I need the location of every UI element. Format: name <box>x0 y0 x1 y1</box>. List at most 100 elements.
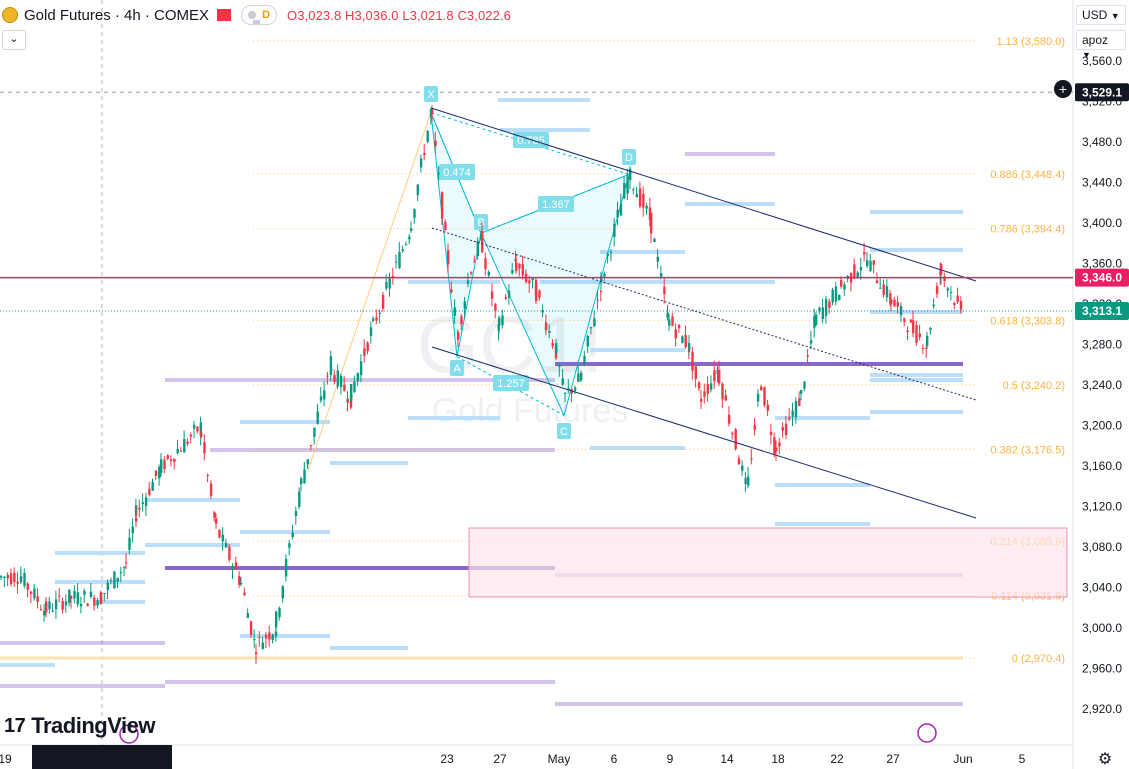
price-tick-label: 2,920.0 <box>1082 702 1122 716</box>
candle-up <box>372 318 375 321</box>
candle-down <box>959 300 963 310</box>
candle-up <box>408 236 411 240</box>
candle-down <box>93 597 96 606</box>
fib-level-label: 0 (2,970.4) <box>1012 653 1065 665</box>
candle-down <box>599 290 603 293</box>
volume-profile-bar <box>145 543 240 547</box>
price-tick-label: 3,080.0 <box>1082 540 1122 554</box>
volume-profile-bar <box>870 410 963 414</box>
candle-down <box>943 276 946 281</box>
settings-gear-icon[interactable]: ⚙ <box>1097 751 1113 768</box>
time-tick-label: 14 <box>720 752 734 766</box>
pattern-point-label: B <box>477 217 484 229</box>
pattern-ratio-badge <box>538 196 574 212</box>
price-badge-label: 3,346.0 <box>1082 271 1122 285</box>
ohlc-high: H3,036.0 <box>345 7 399 23</box>
volume-profile-bar <box>590 348 685 352</box>
candle-up <box>103 592 106 594</box>
pattern-point-badge <box>474 214 488 230</box>
candle-up <box>653 238 656 242</box>
data-status-pill[interactable]: D <box>241 5 278 25</box>
candle-up <box>541 309 544 313</box>
candle-down <box>264 634 268 639</box>
price-tick-label: 2,960.0 <box>1082 662 1122 676</box>
time-tick-label: 5 <box>1019 752 1026 766</box>
replay-icon <box>119 724 139 744</box>
volume-profile-bar <box>330 461 408 465</box>
candle-down <box>544 322 548 331</box>
volume-profile-bar <box>240 420 330 424</box>
candle-down <box>135 517 138 522</box>
price-tick-label: 3,560.0 <box>1082 54 1122 68</box>
candle-up <box>401 249 404 252</box>
status-dot-icon <box>248 11 257 19</box>
currency-select[interactable]: USD ▼ <box>1076 5 1126 25</box>
add-alert-plus-icon[interactable]: + <box>1054 80 1072 98</box>
candle-up <box>54 599 58 610</box>
candle-up <box>564 392 567 394</box>
candle-down <box>784 423 788 435</box>
candle-up <box>261 642 264 649</box>
candle-down <box>450 289 453 293</box>
candle-down <box>642 193 645 208</box>
ohlc-low: L3,021.8 <box>402 7 454 23</box>
legend-collapse-button[interactable]: ⌄ <box>2 30 26 50</box>
volume-profile-bar <box>240 530 330 534</box>
price-tick-label: 3,480.0 <box>1082 135 1122 149</box>
candle-up <box>946 288 949 291</box>
candle-down <box>753 425 756 430</box>
candle-down <box>189 434 193 437</box>
candle-down <box>521 264 524 276</box>
candle-down <box>39 609 43 611</box>
candle-up <box>385 281 388 289</box>
candle-down <box>773 437 776 454</box>
candle-up <box>33 588 36 599</box>
watermark-symbol: GC1! <box>417 300 604 389</box>
candle-down <box>26 583 29 590</box>
candle-down <box>788 417 791 419</box>
candle-down <box>457 332 460 339</box>
candle-up <box>199 422 202 436</box>
candle-up <box>151 481 154 491</box>
candle-up <box>613 224 616 238</box>
candle-down <box>29 591 33 594</box>
candle-up <box>183 439 186 453</box>
candle-up <box>885 286 889 298</box>
candle-up <box>507 290 511 298</box>
volume-profile-bar <box>870 310 963 314</box>
candle-up <box>606 253 609 256</box>
brand-name: TradingView <box>31 713 155 738</box>
volume-profile-bar <box>0 663 55 667</box>
volume-profile-bar <box>685 202 775 206</box>
candle-down <box>684 335 687 348</box>
candle-down <box>391 275 395 278</box>
candle-up <box>113 571 116 589</box>
time-tick-label: 27 <box>886 752 900 766</box>
volume-profile-bar <box>590 446 685 450</box>
price-tick-label: 3,200.0 <box>1082 419 1122 433</box>
candle-down <box>70 596 73 599</box>
candle-down <box>490 291 494 299</box>
volume-profile-bar <box>408 416 500 420</box>
candle-down <box>234 562 238 570</box>
scale-select[interactable]: apoz ▼ <box>1076 30 1126 60</box>
volume-profile-bar <box>600 250 685 254</box>
candle-down <box>215 518 218 524</box>
price-badge-label: 3,313.1 <box>1082 304 1122 318</box>
pattern-point-badge <box>557 423 571 439</box>
chevron-down-icon: ⌄ <box>9 33 19 45</box>
candle-up <box>603 273 606 277</box>
crosshair-price-badge <box>1075 83 1129 102</box>
volume-profile-bar <box>0 641 165 645</box>
candle-up <box>193 425 196 429</box>
candle-up <box>843 284 846 290</box>
candle-down <box>481 230 484 253</box>
candle-up <box>619 203 623 216</box>
volume-profile-bar <box>210 448 555 452</box>
candle-up <box>158 466 161 479</box>
candle-down <box>691 351 694 371</box>
price-tick-label: 3,400.0 <box>1082 216 1122 230</box>
symbol-title[interactable]: Gold Futures · 4h · COMEX <box>24 6 210 24</box>
candle-up <box>116 577 119 582</box>
